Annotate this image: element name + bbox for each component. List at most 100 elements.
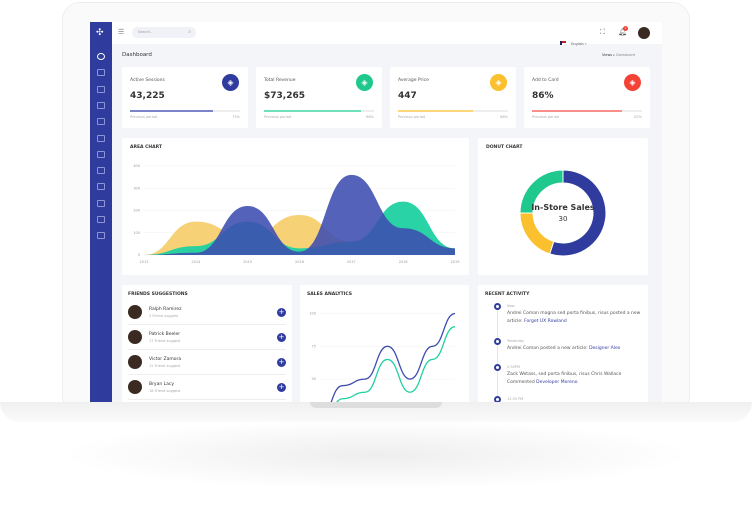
timeline-dot-icon	[494, 338, 501, 345]
activity-time: Yesterday	[507, 339, 524, 343]
add-friend-button[interactable]: +	[277, 383, 286, 392]
y-tick-label: 50	[312, 377, 316, 381]
card-title: AREA CHART	[130, 145, 162, 150]
sidebar-grid-icon[interactable]	[97, 183, 105, 191]
add-friend-button[interactable]: +	[277, 333, 286, 342]
sidebar-dashboard-icon[interactable]	[97, 53, 105, 60]
page-title: Dashboard	[122, 52, 152, 58]
avatar[interactable]	[638, 27, 650, 39]
friend-item: Victor Zamora 12 Friend suggest +	[128, 351, 286, 375]
area-series-2	[144, 174, 455, 255]
friend-sub: 18 Friend suggest	[149, 389, 181, 393]
friend-sub: 17 Friend suggest	[149, 339, 181, 343]
laptop-notch	[310, 402, 442, 408]
stat-value: 86%	[532, 91, 554, 101]
sidebar-doc-icon[interactable]	[97, 150, 105, 158]
topbar: ☰ Search.. ⌕ English ▾ ⛶ 🔔︎ 1	[112, 22, 662, 46]
sidebar: ✣	[90, 22, 112, 402]
x-tick-label: 2013	[140, 260, 149, 264]
y-tick-label: 300	[133, 186, 140, 190]
donut-chart-card: DONUT CHART In-Store Sales 30	[478, 138, 648, 275]
y-tick-label: 200	[133, 209, 140, 213]
friend-name[interactable]: Bryan Lacy	[149, 382, 175, 387]
breadcrumb: Views ▸ Dashboard	[602, 53, 636, 57]
activity-link[interactable]: Designer Alex	[589, 346, 621, 351]
fullscreen-icon[interactable]: ⛶	[600, 28, 605, 36]
activity-item: Now Andrei Coman magna sed porta finibus,…	[507, 302, 642, 326]
sidebar-map-icon[interactable]	[97, 216, 105, 223]
stat-value: 447	[398, 91, 417, 101]
activity-card: RECENT ACTIVITY Now Andrei Coman magna se…	[478, 285, 648, 402]
timeline-line	[497, 305, 498, 402]
breadcrumb-views[interactable]: Views	[602, 53, 613, 57]
laptop-base	[0, 402, 752, 422]
activity-text: Zack Wetass, sed porta finibus, risus Ch…	[507, 372, 622, 385]
friend-name[interactable]: Patrick Beeler	[149, 332, 181, 337]
language-selector[interactable]: English ▾	[560, 30, 587, 49]
activity-link[interactable]: Developer Moreno	[536, 380, 578, 385]
briefcase-icon: ◈	[356, 74, 373, 91]
friend-name[interactable]: Victor Zamora	[149, 357, 182, 362]
stat-value: $73,265	[264, 91, 305, 101]
sales-card: SALES ANALYTICS 255075100	[300, 285, 469, 402]
breadcrumb-current: Dashboard	[616, 53, 636, 57]
stat-label: Active Sessions	[130, 78, 165, 83]
layers-icon: ◈	[624, 74, 641, 91]
sidebar-mail-icon[interactable]	[97, 85, 105, 93]
sidebar-share-icon[interactable]	[97, 232, 105, 240]
friend-name[interactable]: Ralph Ramirez	[149, 307, 182, 312]
sidebar-calendar-icon[interactable]	[97, 69, 105, 77]
activity-item: 12:30 PM	[507, 395, 642, 402]
friend-item: Ralph Ramirez 3 Friend suggest +	[128, 301, 286, 325]
progress-bar	[398, 110, 508, 112]
activity-time: 2:30PM	[507, 365, 520, 369]
area-chart: 0 100 200 300 400 2013 2014 2015 2016 2017 2018 201…	[133, 164, 459, 264]
friend-item: Patrick Beeler 17 Friend suggest +	[128, 326, 286, 350]
card-title: SALES ANALYTICS	[307, 292, 352, 297]
logo-icon: ✣	[96, 28, 104, 38]
activity-text: Andrei Coman magna sed porta finibus, ri…	[507, 311, 641, 324]
stat-pct: 82%	[634, 115, 642, 119]
stat-label: Add to Card	[532, 78, 559, 83]
search-input[interactable]: Search.. ⌕	[132, 27, 196, 38]
activity-item: Yesterday Andrei Coman posted a new artic…	[507, 337, 642, 353]
sidebar-chart-icon[interactable]	[97, 167, 105, 175]
bell-icon[interactable]: 🔔︎	[618, 28, 627, 36]
x-tick-label: 2017	[347, 260, 356, 264]
stat-card: Total Revenue $73,265 ◈ Previous period …	[256, 67, 382, 128]
add-friend-button[interactable]: +	[277, 358, 286, 367]
activity-link[interactable]: Forget UX Rowland	[524, 319, 567, 324]
add-friend-button[interactable]: +	[277, 308, 286, 317]
card-title: FRIENDS SUGGESTIONS	[128, 292, 188, 297]
sidebar-rss-icon[interactable]	[97, 118, 105, 126]
progress-bar	[264, 110, 374, 112]
stat-card: Active Sessions 43,225 ◈ Previous period…	[122, 67, 248, 128]
avatar	[128, 330, 142, 344]
sidebar-file-icon[interactable]	[97, 101, 105, 109]
cube-icon: ◈	[222, 74, 239, 91]
sidebar-wifi-icon[interactable]	[97, 134, 105, 142]
donut-center-value: 30	[558, 215, 568, 223]
sidebar-drop-icon[interactable]	[97, 199, 105, 207]
y-tick-label: 0	[138, 253, 140, 257]
laptop-shadow	[60, 420, 692, 490]
search-icon: ⌕	[188, 29, 191, 35]
y-tick-label: 100	[309, 312, 316, 316]
friend-sub: 3 Friend suggest	[149, 314, 179, 318]
menu-icon[interactable]: ☰	[118, 28, 125, 36]
timeline-dot-icon	[494, 303, 501, 310]
donut-chart	[519, 169, 607, 257]
x-tick-label: 2018	[399, 260, 408, 264]
dashboard-screen: ✣ ☰ Search.. ⌕ English ▾ ⛶ 🔔︎ 1 Dashboar…	[90, 22, 662, 402]
y-tick-label: 100	[133, 231, 140, 235]
stat-sub: Previous period	[398, 115, 426, 119]
activity-time: 12:30 PM	[507, 397, 524, 401]
stat-pct: 88%	[366, 115, 374, 119]
line-series-0	[330, 312, 456, 402]
timeline-dot-icon	[494, 364, 501, 371]
donut-slice	[519, 169, 564, 214]
donut-slice	[549, 169, 607, 257]
x-tick-label: 2016	[295, 260, 304, 264]
avatar	[128, 305, 142, 319]
stat-value: 43,225	[130, 91, 165, 101]
